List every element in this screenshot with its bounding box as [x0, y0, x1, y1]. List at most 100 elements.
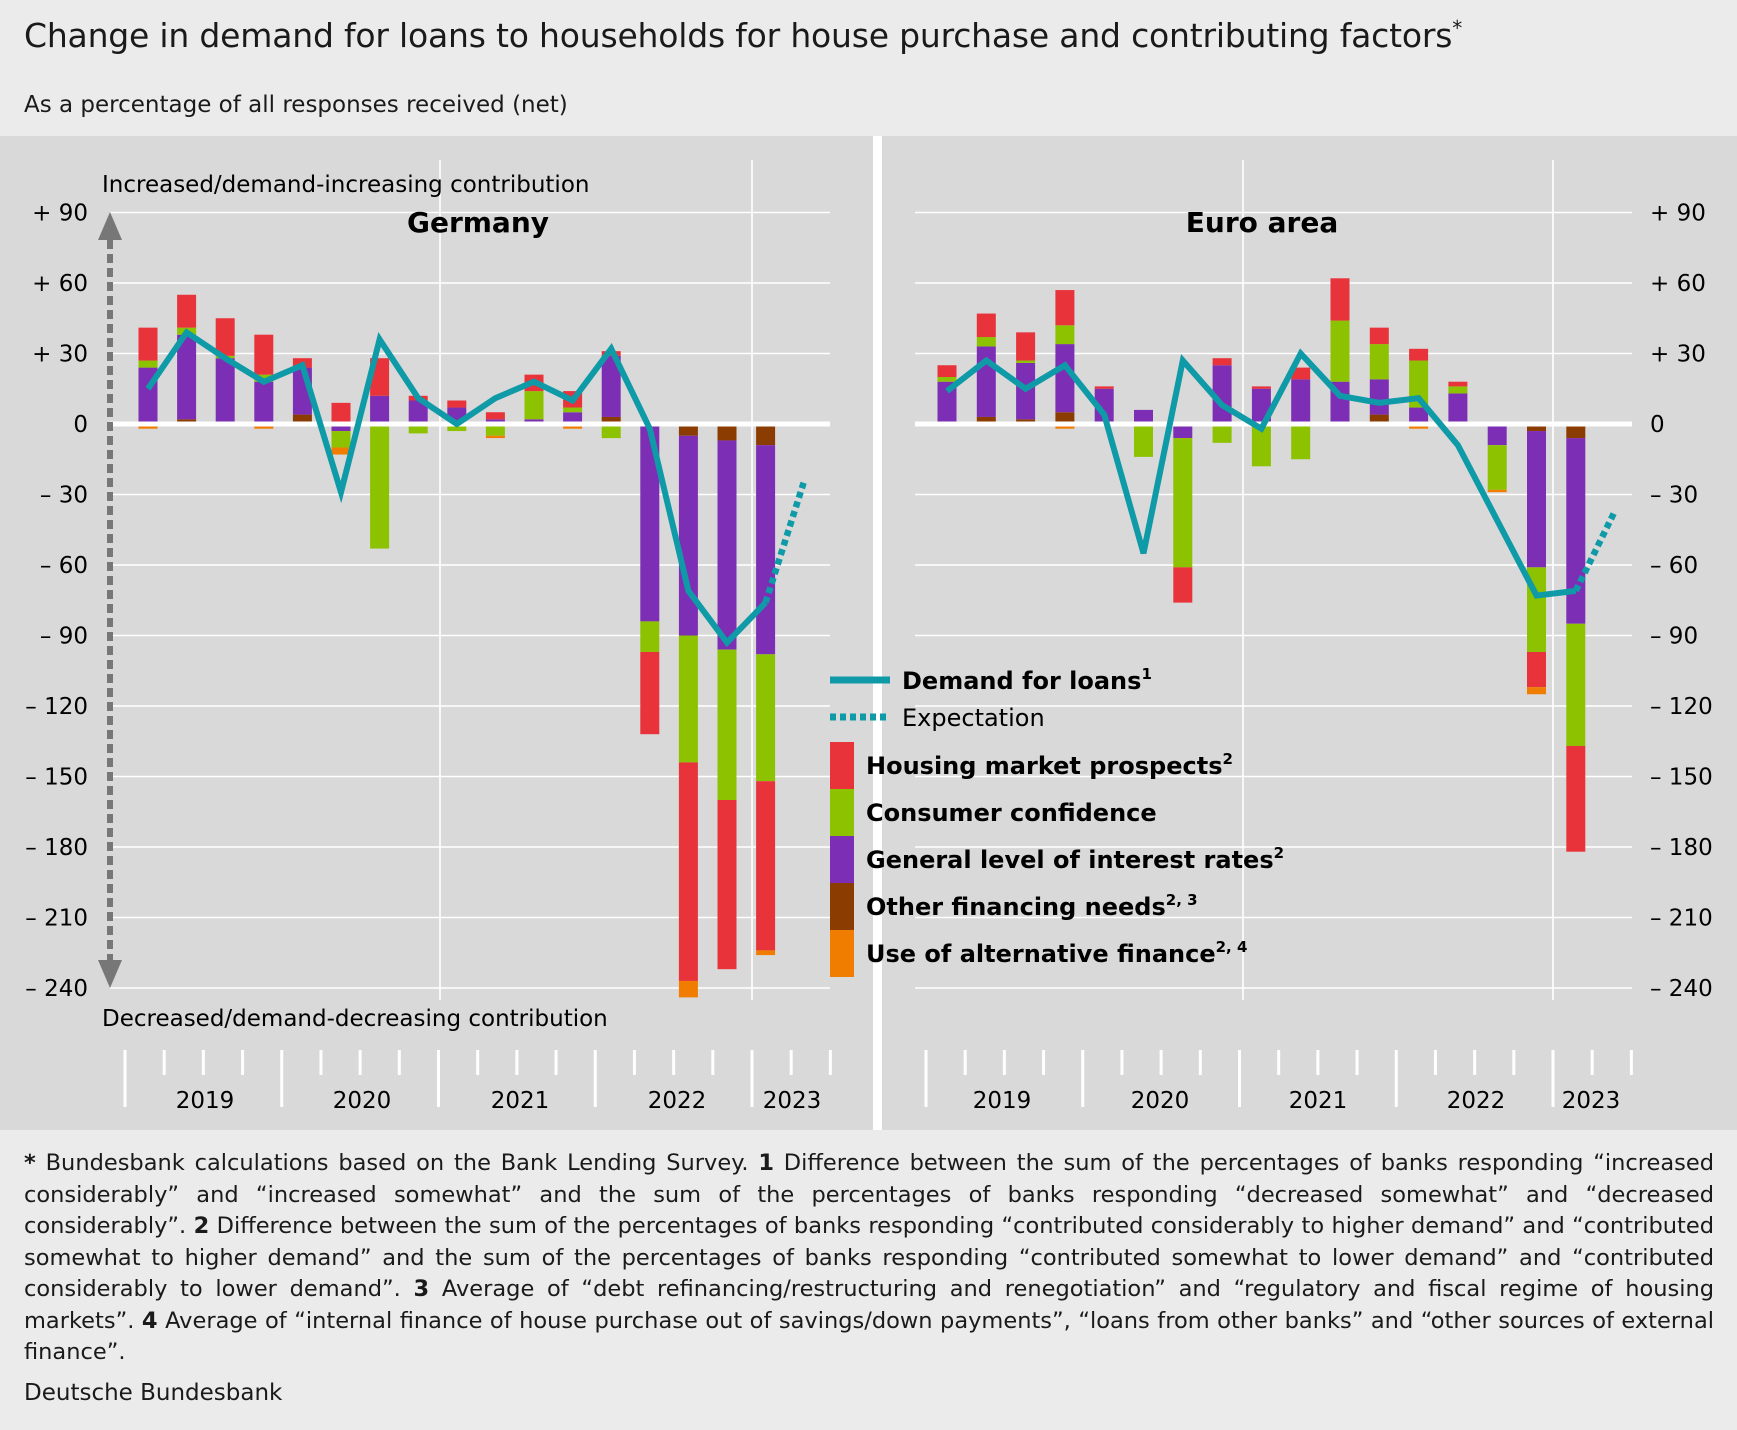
year-label-euro-area: 2020 — [1131, 1088, 1190, 1114]
y-tick-label-right: – 180 — [1650, 835, 1713, 861]
bar-euro-area-housing — [1527, 651, 1546, 688]
plot-area-germany — [0, 136, 873, 1130]
bar-euro-area-interest — [1291, 379, 1311, 422]
y-tick-label-left: – 90 — [40, 624, 88, 650]
legend-swatch-other — [830, 883, 854, 930]
year-label-euro-area: 2019 — [973, 1088, 1032, 1114]
bar-germany-consumer — [756, 654, 776, 782]
y-tick-label-right: – 90 — [1650, 624, 1698, 650]
bar-euro-area-housing — [1251, 386, 1271, 389]
bar-euro-area-housing — [1448, 381, 1468, 387]
bar-euro-area-interest — [1527, 431, 1546, 568]
bar-euro-area-housing — [1055, 290, 1075, 326]
bar-germany-housing — [678, 762, 698, 981]
bar-euro-area-housing — [976, 313, 996, 338]
bar-germany-housing — [177, 294, 197, 328]
bar-germany-consumer — [370, 424, 390, 549]
bar-euro-area-housing — [1409, 348, 1429, 361]
bar-euro-area-interest — [1055, 344, 1075, 413]
bar-euro-area-consumer — [1369, 344, 1389, 380]
chart-figure: + 90 + 90 + 60 + 60 + 30 + 30 0 0 – 30 – 30 – 60 – … — [0, 136, 1737, 1130]
bar-euro-area-housing — [1212, 358, 1232, 366]
bar-germany-housing — [331, 402, 351, 424]
y-tick-label-left: 0 — [73, 412, 88, 438]
bar-germany-other — [292, 414, 312, 424]
bar-germany-other — [601, 416, 621, 424]
bar-euro-area-interest — [1173, 426, 1193, 439]
bar-germany-housing — [447, 400, 467, 408]
bar-germany-housing — [138, 327, 158, 361]
y-tick-label-left: – 30 — [40, 483, 88, 509]
y-tick-label-right: – 60 — [1650, 553, 1698, 579]
panel-separator — [873, 136, 882, 1130]
legend-expectation-label: Expectation — [902, 704, 1045, 732]
bar-euro-area-consumer — [1212, 424, 1232, 443]
bar-euro-area-interest — [1369, 379, 1389, 415]
arrow-up-head — [98, 212, 122, 240]
legend-demand-label: Demand for loans1 — [902, 665, 1152, 695]
bar-euro-area-consumer — [1566, 623, 1586, 746]
demand-line-germany — [145, 328, 768, 648]
bar-euro-area-other — [1369, 414, 1389, 424]
bar-euro-area-consumer — [1448, 386, 1468, 394]
y-tick-label-left: + 60 — [32, 271, 88, 297]
bar-euro-area-housing — [1094, 386, 1114, 389]
year-label-germany: 2022 — [648, 1088, 707, 1114]
y-tick-label-right: – 210 — [1650, 906, 1713, 932]
bar-euro-area-other — [1055, 412, 1075, 424]
bar-germany-housing — [756, 781, 776, 951]
legend-swatch-consumer — [830, 789, 854, 836]
year-label-germany: 2021 — [491, 1088, 550, 1114]
bar-germany-alternative — [678, 980, 698, 998]
year-label-germany: 2020 — [333, 1088, 392, 1114]
expectation-line-euro-area — [1572, 511, 1617, 593]
y-tick-label-left: – 240 — [25, 976, 88, 1002]
y-tick-label-left: – 180 — [25, 835, 88, 861]
legend-demand-sup: 1 — [1141, 665, 1151, 683]
bar-germany-alternative — [756, 950, 776, 956]
annotation-top-label: Increased/demand-increasing contribution — [102, 172, 589, 198]
bar-germany-housing — [485, 412, 505, 420]
year-label-euro-area: 2023 — [1562, 1088, 1621, 1114]
annotation-bottom-label: Decreased/demand-decreasing contribution — [102, 1006, 608, 1032]
legend: Demand for loans1 Expectation Housing mark… — [830, 665, 1284, 977]
bar-euro-area-interest — [1094, 388, 1114, 424]
legend-label-housing: Housing market prospects2 — [866, 750, 1233, 780]
y-tick-label-left: – 150 — [25, 765, 88, 791]
bar-euro-area-consumer — [976, 337, 996, 347]
bar-germany-consumer — [408, 424, 428, 434]
bar-germany-alternative — [485, 435, 505, 439]
legend-swatch-interest — [830, 836, 854, 883]
bar-euro-area-housing — [1369, 327, 1389, 345]
bar-euro-area-other — [976, 416, 996, 424]
bar-euro-area-consumer — [937, 377, 957, 382]
bar-euro-area-consumer — [1330, 320, 1350, 382]
bar-germany-consumer — [485, 424, 505, 436]
bar-euro-area-alternative — [1527, 687, 1546, 695]
bar-euro-area-consumer — [1291, 424, 1311, 460]
bar-germany-consumer — [138, 360, 158, 368]
bar-euro-area-other — [1527, 424, 1546, 432]
bar-euro-area-interest — [937, 381, 957, 424]
panel-title-germany: Germany — [407, 206, 549, 239]
y-tick-label-right: 0 — [1650, 412, 1665, 438]
bar-euro-area-consumer — [1016, 360, 1036, 363]
bar-euro-area-interest — [1448, 393, 1468, 422]
y-tick-label-left: + 90 — [32, 201, 88, 227]
bar-euro-area-other — [1566, 424, 1586, 439]
bar-euro-area-interest — [1566, 438, 1586, 624]
legend-sup: 2 — [1274, 844, 1284, 862]
bar-euro-area-consumer — [1487, 445, 1507, 490]
bar-germany-consumer — [524, 391, 544, 420]
bar-germany-alternative — [331, 447, 351, 455]
bar-germany-other — [717, 424, 737, 441]
bar-euro-area-alternative — [1487, 489, 1507, 493]
y-tick-label-left: – 210 — [25, 906, 88, 932]
bar-euro-area-consumer — [1055, 325, 1075, 345]
bar-germany-consumer — [254, 374, 274, 382]
y-tick-label-left: + 30 — [32, 342, 88, 368]
legend-label-consumer: Consumer confidence — [866, 799, 1157, 827]
bar-germany-interest — [756, 445, 776, 655]
year-label-euro-area: 2021 — [1289, 1088, 1348, 1114]
bar-euro-area-housing — [1016, 332, 1036, 361]
